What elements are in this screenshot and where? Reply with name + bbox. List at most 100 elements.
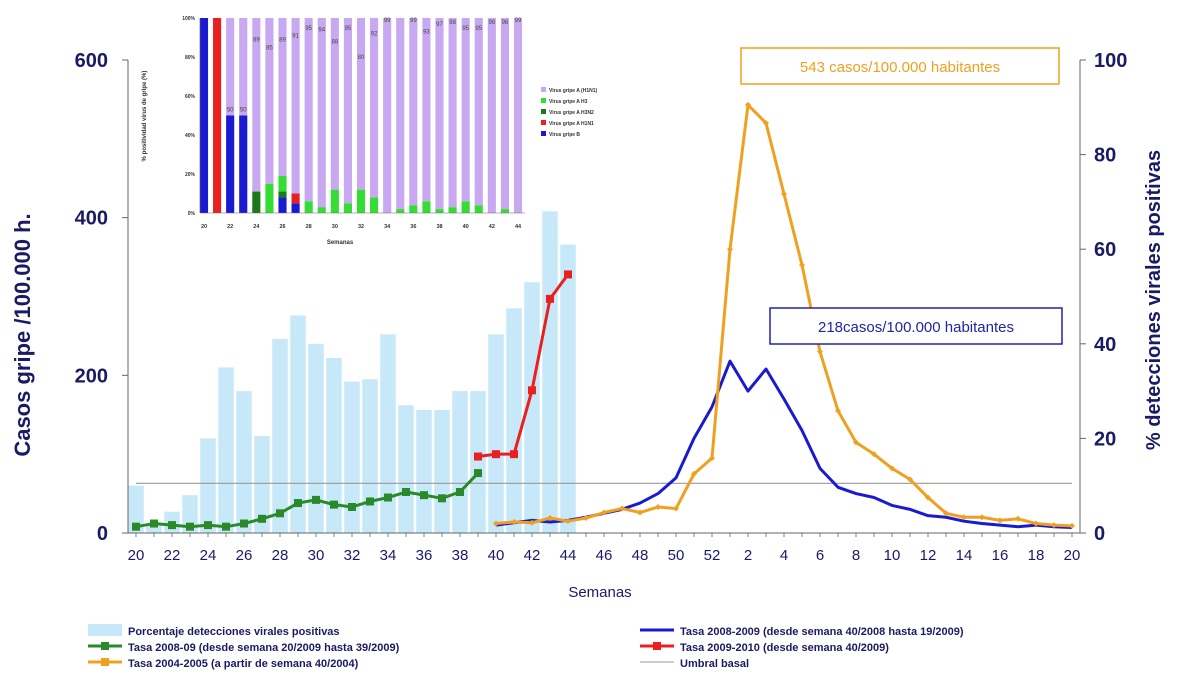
inset-bar-segment xyxy=(474,205,483,213)
inset-legend-label: Virus gripe A H3N2 xyxy=(549,110,594,116)
inset-legend-swatch xyxy=(541,131,546,136)
inset-x-tick: 20 xyxy=(201,224,207,230)
bar-pct-positive xyxy=(398,405,414,533)
x-tick-label: 4 xyxy=(780,547,788,564)
inset-bar-label: 50 xyxy=(227,108,234,114)
inset-bar-segment xyxy=(291,203,300,213)
series-marker xyxy=(961,514,967,521)
x-tick-label: 8 xyxy=(852,547,860,564)
inset-bar-segment xyxy=(278,197,287,213)
inset-bar-segment xyxy=(213,18,222,213)
inset-bar-label: 95 xyxy=(475,26,482,32)
series-marker xyxy=(222,522,230,531)
inset-y-tick: 20% xyxy=(185,172,196,178)
series-marker xyxy=(402,488,410,497)
series-marker xyxy=(528,386,536,395)
inset-bar-segment xyxy=(448,18,457,208)
x-tick-label: 36 xyxy=(416,547,433,564)
inset-bar-label: 80 xyxy=(358,55,365,61)
inset-x-tick: 42 xyxy=(489,224,495,230)
series-marker xyxy=(493,520,499,527)
inset-bar-segment xyxy=(317,207,326,213)
series-marker xyxy=(529,519,535,526)
x-tick-label: 20 xyxy=(1064,547,1081,564)
right-tick-label: 20 xyxy=(1094,428,1116,450)
inset-bar-segment xyxy=(370,197,379,213)
series-marker xyxy=(312,495,320,504)
inset-bar-segment xyxy=(422,18,431,202)
series-marker xyxy=(276,509,284,518)
left-tick-label: 200 xyxy=(75,365,108,387)
inset-bar-label: 91 xyxy=(292,34,299,40)
inset-bar-segment xyxy=(252,18,261,192)
inset-bar-segment xyxy=(278,191,287,198)
series-marker xyxy=(745,101,751,108)
series-marker xyxy=(330,500,338,509)
inset-bar-segment xyxy=(461,18,470,202)
series-marker xyxy=(997,517,1003,524)
inset-x-tick: 44 xyxy=(515,224,522,230)
svg-text:218casos/100.000 habitantes: 218casos/100.000 habitantes xyxy=(818,319,1014,336)
inset-bar-segment xyxy=(356,18,366,190)
series-marker xyxy=(474,452,482,461)
inset-bar-segment xyxy=(396,18,405,210)
inset-y-label: % positividad virus de gripe (%) xyxy=(142,71,148,162)
inset-bar-label: 95 xyxy=(305,26,312,32)
right-tick-label: 100 xyxy=(1094,50,1127,72)
inset-x-tick: 28 xyxy=(306,224,312,230)
bar-pct-positive xyxy=(272,339,288,533)
inset-legend-swatch xyxy=(541,87,546,92)
inset-x-tick: 38 xyxy=(436,224,442,230)
x-tick-label: 22 xyxy=(164,547,181,564)
bar-pct-positive xyxy=(452,391,468,533)
inset-bar-label: 95 xyxy=(462,26,469,32)
series-marker xyxy=(1051,522,1057,529)
bar-pct-positive xyxy=(128,485,144,533)
x-tick-label: 44 xyxy=(560,547,577,564)
bar-pct-positive xyxy=(308,343,324,533)
legend-label: Tasa 2008-09 (desde semana 20/2009 hasta… xyxy=(128,642,400,654)
series-marker xyxy=(492,450,500,459)
inset-y-tick: 60% xyxy=(185,94,196,100)
inset-bar-label: 98 xyxy=(449,20,456,26)
bar-pct-positive xyxy=(290,315,306,533)
series-marker xyxy=(619,505,625,512)
inset-bar-label: 50 xyxy=(240,108,247,114)
series-marker xyxy=(294,499,302,508)
x-tick-label: 32 xyxy=(344,547,361,564)
series-marker xyxy=(420,491,428,500)
inset-bar-segment xyxy=(474,18,483,206)
series-marker xyxy=(204,521,212,530)
inset-bar-segment xyxy=(239,18,248,116)
series-marker xyxy=(853,439,859,446)
inset-bar-segment xyxy=(513,18,523,213)
inset-bar-segment xyxy=(409,205,418,213)
inset-bar-segment xyxy=(396,209,405,213)
inset-bar-segment xyxy=(461,201,470,213)
inset-bar-segment xyxy=(265,18,274,184)
series-marker xyxy=(799,261,805,268)
series-marker xyxy=(763,120,769,127)
inset-bar-segment xyxy=(448,207,457,213)
series-marker xyxy=(474,469,482,478)
series-marker xyxy=(186,522,194,531)
inset-bar-segment xyxy=(409,18,418,206)
bar-pct-positive xyxy=(236,391,252,533)
series-marker xyxy=(168,521,176,530)
inset-x-tick: 34 xyxy=(384,224,391,230)
left-axis-label: Casos gripe /100.000 h. xyxy=(10,213,35,456)
inset-bar-segment xyxy=(422,201,431,213)
series-marker xyxy=(456,488,464,497)
x-tick-label: 38 xyxy=(452,547,469,564)
bar-pct-positive xyxy=(488,334,504,533)
inset-x-tick: 32 xyxy=(358,224,364,230)
series-marker xyxy=(943,510,949,517)
legend-marker xyxy=(101,658,109,666)
inset-y-tick: 100% xyxy=(182,16,195,22)
inset-bar-segment xyxy=(265,183,274,213)
inset-legend-label: Virus gripe B xyxy=(549,132,580,138)
series-marker xyxy=(817,348,823,355)
series-marker xyxy=(673,505,679,512)
x-tick-label: 12 xyxy=(920,547,937,564)
